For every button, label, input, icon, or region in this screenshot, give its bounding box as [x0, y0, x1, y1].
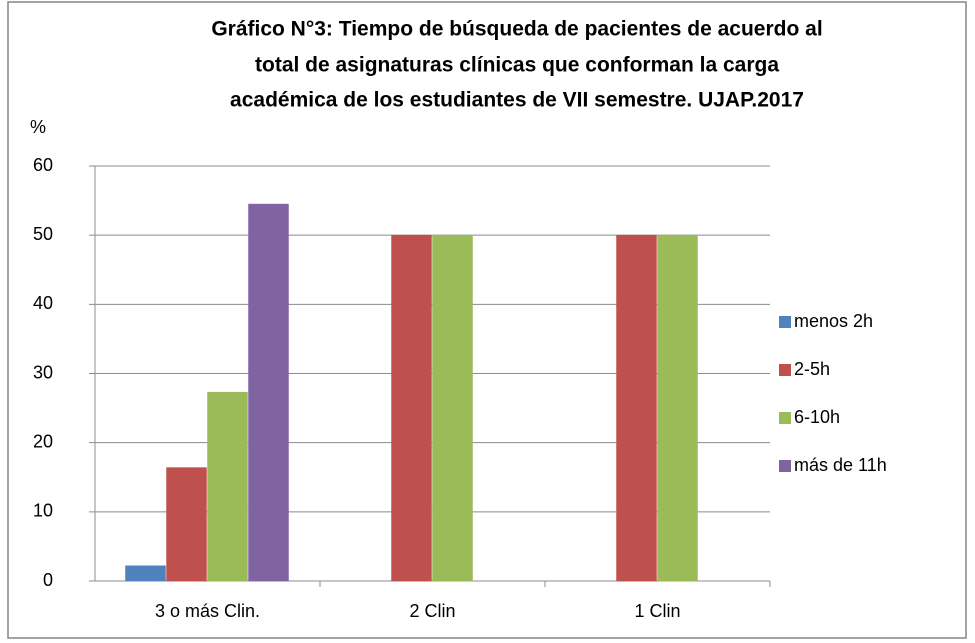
y-tick-label: 30: [33, 362, 53, 382]
y-tick-label: 50: [33, 224, 53, 244]
legend-label: más de 11h: [794, 455, 887, 475]
x-tick-label: 1 Clin: [634, 601, 680, 621]
legend-label: 6-10h: [794, 407, 840, 427]
y-tick-label: 60: [33, 155, 53, 175]
legend-swatch: [779, 316, 791, 328]
chart-title: Gráfico N°3: Tiempo de búsqueda de pacie…: [211, 18, 822, 41]
bar: [248, 203, 289, 582]
chart-title: total de asignaturas clínicas que confor…: [255, 54, 779, 77]
chart-title: académica de los estudiantes de VII seme…: [230, 89, 804, 112]
legend-label: menos 2h: [794, 311, 873, 331]
x-tick-label: 2 Clin: [409, 601, 455, 621]
bar: [616, 234, 657, 582]
bar: [166, 467, 207, 582]
bar: [657, 234, 698, 582]
legend-label: 2-5h: [794, 359, 830, 379]
legend-swatch: [779, 364, 791, 376]
bar: [391, 234, 432, 582]
y-tick-label: 10: [33, 501, 53, 521]
y-tick-label: 0: [43, 570, 53, 590]
y-tick-label: 40: [33, 293, 53, 313]
y-tick-label: 20: [33, 431, 53, 451]
legend-swatch: [779, 412, 791, 424]
legend-swatch: [779, 460, 791, 472]
bar: [125, 565, 166, 582]
y-axis-label: %: [30, 117, 46, 137]
bar: [207, 391, 248, 582]
bar: [432, 234, 473, 582]
x-tick-label: 3 o más Clin.: [155, 601, 260, 621]
